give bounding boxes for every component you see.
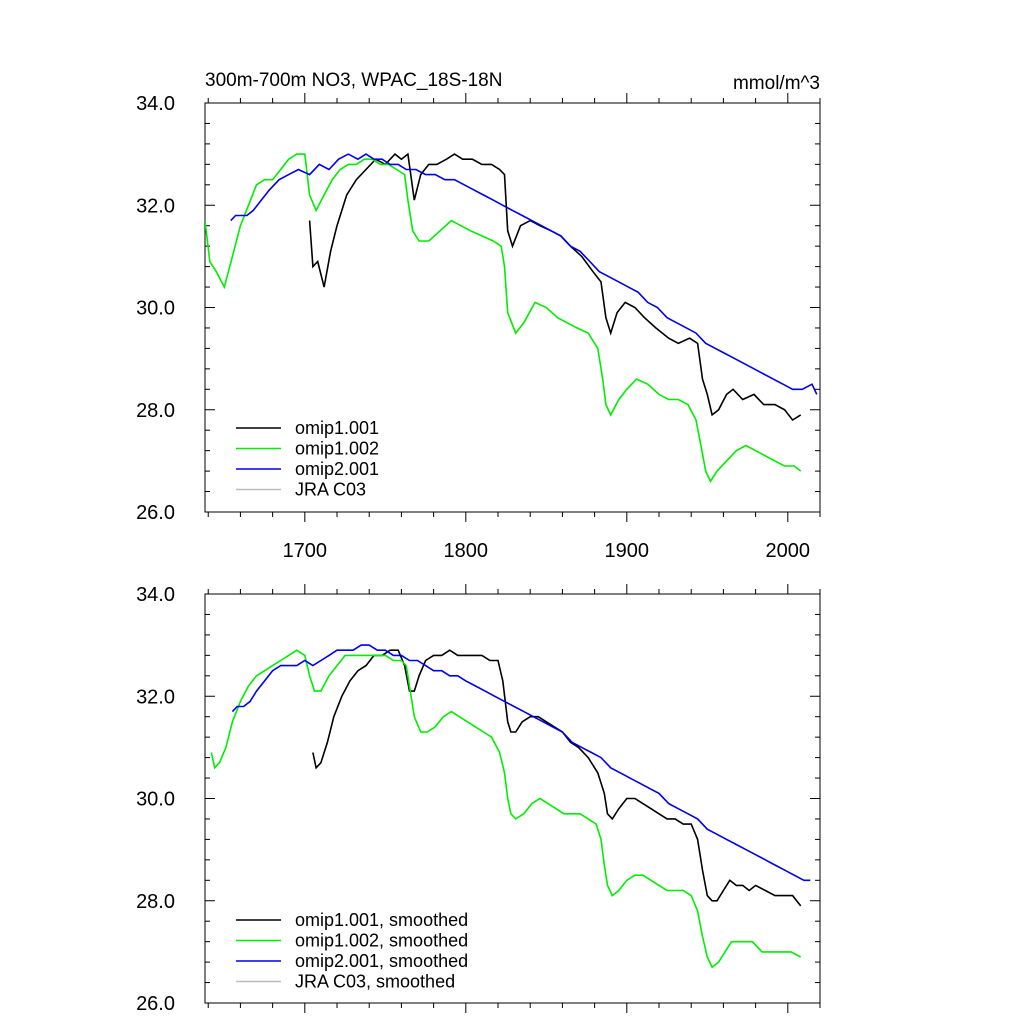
y-tick-label: 26.0 <box>136 502 175 524</box>
x-tick-label: 1900 <box>605 540 650 562</box>
legend-label-1: omip1.001, smoothed <box>295 910 468 930</box>
y-tick-label: 30.0 <box>136 298 175 320</box>
x-tick-label: 1800 <box>444 540 489 562</box>
series-line-3 <box>231 644 811 882</box>
series-line-2 <box>210 649 802 969</box>
legend-label-1: omip1.001 <box>295 418 379 438</box>
y-tick-label: 34.0 <box>136 584 175 606</box>
legend-label-4: JRA C03, smoothed <box>295 972 455 992</box>
y-tick-label: 26.0 <box>136 993 175 1015</box>
series-line-1 <box>308 152 802 422</box>
legend-label-2: omip1.002 <box>295 439 379 459</box>
series-line-3 <box>230 153 818 395</box>
x-tick-label: 1700 <box>283 540 328 562</box>
y-tick-label: 32.0 <box>136 195 175 217</box>
units-label: mmol/m^3 <box>733 73 820 94</box>
chart-title: 300m-700m NO3, WPAC_18S-18N <box>205 70 502 91</box>
y-tick-label: 30.0 <box>136 789 175 811</box>
series-line-1 <box>312 649 802 907</box>
x-tick-label: 2000 <box>766 540 811 562</box>
y-tick-label: 28.0 <box>136 891 175 913</box>
legend-label-4: JRA C03 <box>295 480 366 500</box>
legend-label-3: omip2.001, smoothed <box>295 951 468 971</box>
legend-label-2: omip1.002, smoothed <box>295 931 468 951</box>
series-line-2 <box>205 153 802 483</box>
y-tick-label: 28.0 <box>136 400 175 422</box>
y-tick-label: 32.0 <box>136 686 175 708</box>
y-tick-label: 34.0 <box>136 93 175 115</box>
top-panel: 26.0 28.0 30.0 32.0 34.0 1700 1800 1900 2000 300m… <box>136 70 821 562</box>
legend-label-3: omip2.001 <box>295 459 379 479</box>
